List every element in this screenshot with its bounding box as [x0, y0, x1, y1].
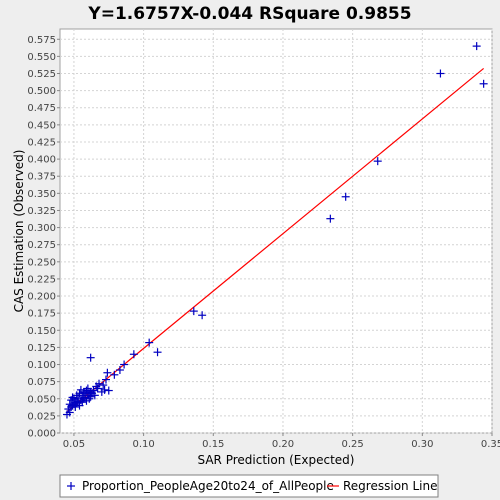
legend-label-points: Proportion_PeopleAge20to24_of_AllPeople [82, 479, 334, 493]
y-tick-label: 0.375 [27, 172, 56, 183]
y-tick-label: 0.000 [27, 429, 56, 440]
data-point [115, 366, 124, 375]
legend: Proportion_PeopleAge20to24_of_AllPeople … [59, 474, 439, 498]
x-tick-label: 0.05 [63, 439, 85, 450]
data-point [93, 384, 102, 393]
grid-layer [60, 29, 493, 434]
data-point [479, 79, 488, 88]
data-point [78, 398, 87, 407]
data-point [326, 214, 335, 223]
x-axis-label: SAR Prediction (Expected) [198, 453, 355, 467]
x-tick-label: 0.30 [411, 439, 433, 450]
y-tick-label: 0.550 [27, 52, 56, 63]
y-tick-label: 0.300 [27, 223, 56, 234]
y-tick-label: 0.275 [27, 240, 56, 251]
x-tick-label: 0.10 [132, 439, 154, 450]
y-tick-label: 0.325 [27, 206, 56, 217]
y-tick-label: 0.075 [27, 377, 56, 388]
y-tick-label: 0.575 [27, 35, 56, 46]
data-point [198, 311, 207, 320]
data-point [89, 386, 98, 395]
data-point [129, 350, 138, 359]
data-point [341, 192, 350, 201]
y-tick-label: 0.450 [27, 120, 56, 131]
y-tick-label: 0.050 [27, 394, 56, 405]
x-tick-label: 0.35 [481, 439, 500, 450]
data-points-layer [62, 42, 488, 419]
y-axis-label: CAS Estimation (Observed) [12, 150, 26, 313]
data-point [472, 42, 481, 51]
x-tick-label: 0.20 [272, 439, 294, 450]
data-point [153, 348, 162, 357]
data-point [436, 69, 445, 78]
y-tick-label: 0.425 [27, 137, 56, 148]
data-point [95, 379, 104, 388]
data-point [101, 375, 110, 384]
y-tick-label: 0.100 [27, 360, 56, 371]
data-point [120, 360, 129, 369]
data-point [104, 386, 113, 395]
x-tick-label: 0.25 [342, 439, 364, 450]
data-point [145, 338, 154, 347]
data-point [189, 307, 198, 316]
data-point [373, 157, 382, 166]
y-tick-label: 0.025 [27, 411, 56, 422]
data-point [100, 385, 109, 394]
data-point [90, 391, 99, 400]
data-point [99, 381, 108, 390]
plot-area [59, 28, 493, 434]
data-point [86, 353, 95, 362]
y-tick-label: 0.525 [27, 69, 56, 80]
y-tick-label: 0.500 [27, 86, 56, 97]
data-point [110, 370, 119, 379]
y-tick-label: 0.400 [27, 155, 56, 166]
y-tick-label: 0.350 [27, 189, 56, 200]
legend-box [59, 474, 439, 498]
legend-label-line: Regression Line [343, 479, 437, 493]
data-point [103, 368, 112, 377]
y-tick-label: 0.475 [27, 103, 56, 114]
y-tick-label: 0.150 [27, 326, 56, 337]
legend-marker-points [67, 482, 75, 490]
y-tick-label: 0.225 [27, 274, 56, 285]
y-tick-label: 0.175 [27, 309, 56, 320]
y-tick-label: 0.250 [27, 257, 56, 268]
tick-layer: 0.000 0.025 0.050 0.075 0.100 0.125 0.150 0.175… [27, 35, 500, 450]
chart-title: Y=1.6757X-0.044 RSquare 0.9855 [87, 4, 411, 24]
data-point [65, 408, 74, 417]
y-tick-label: 0.125 [27, 343, 56, 354]
x-tick-label: 0.15 [202, 439, 224, 450]
y-tick-label: 0.200 [27, 292, 56, 303]
data-point [68, 393, 77, 402]
